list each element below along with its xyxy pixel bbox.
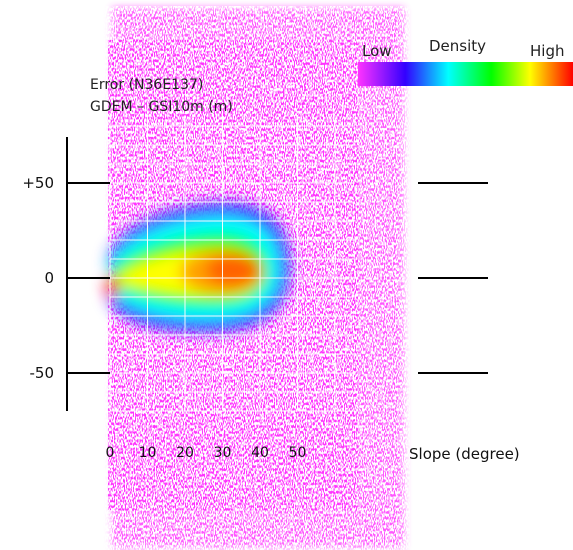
x-axis-label: Slope (degree) — [409, 445, 520, 463]
x-tick-label: 10 — [139, 445, 157, 461]
y-tick-label: -50 — [30, 364, 55, 382]
x-tick-label: 30 — [214, 445, 232, 461]
x-tick-label: 0 — [106, 445, 115, 461]
chart-title-line-2: GDEM – GSI10m (m) — [90, 99, 233, 115]
density-zero-slope-peak — [105, 277, 119, 297]
x-tick-label: 20 — [176, 445, 194, 461]
x-axis-ticks: 0 10 20 30 40 50 — [106, 445, 307, 461]
colorbar: Low Density High — [358, 37, 573, 86]
colorbar-low-label: Low — [362, 42, 392, 60]
chart-title-line-1: Error (N36E137) — [90, 77, 203, 93]
colorbar-high-label: High — [530, 42, 564, 60]
x-tick-label: 50 — [289, 445, 307, 461]
grid — [109, 115, 355, 412]
y-axis-ticks: +50 0 -50 — [22, 174, 488, 382]
y-tick-label: +50 — [22, 174, 54, 192]
y-tick-label: 0 — [44, 269, 54, 287]
colorbar-gradient — [358, 62, 573, 86]
x-tick-label: 40 — [251, 445, 269, 461]
colorbar-title: Density — [429, 37, 486, 55]
